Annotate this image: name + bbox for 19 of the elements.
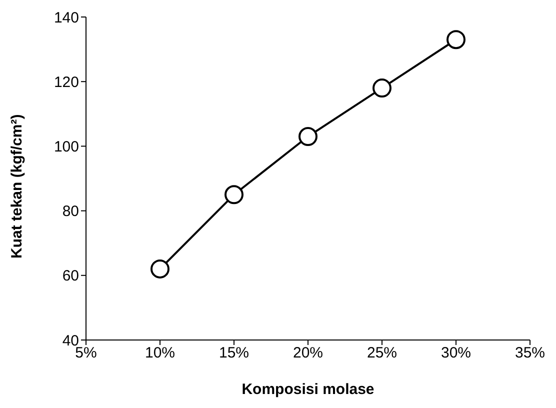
y-tick-label: 80 (62, 203, 79, 220)
y-tick-label: 100 (54, 138, 79, 156)
y-tick-label: 60 (62, 268, 79, 285)
y-axis-title: Kuat tekan (kgf/cm²) (8, 114, 26, 258)
x-tick-label: 20% (292, 344, 324, 362)
x-tick-label: 5% (75, 344, 97, 362)
x-tick-label: 10% (144, 344, 176, 362)
point (446, 30, 466, 50)
point (298, 127, 318, 146)
x-tick-label: 30% (440, 344, 472, 362)
point (372, 78, 392, 98)
x-axis-title: Komposisi molase (242, 381, 374, 398)
y-tick-label: 140 (54, 9, 79, 26)
point (224, 185, 244, 204)
x-tick-label: 15% (218, 344, 250, 362)
x-tick-label: 35% (514, 344, 546, 362)
y-tick-label: 120 (54, 74, 79, 91)
point (150, 259, 170, 278)
x-tick-label: 25% (366, 344, 398, 362)
